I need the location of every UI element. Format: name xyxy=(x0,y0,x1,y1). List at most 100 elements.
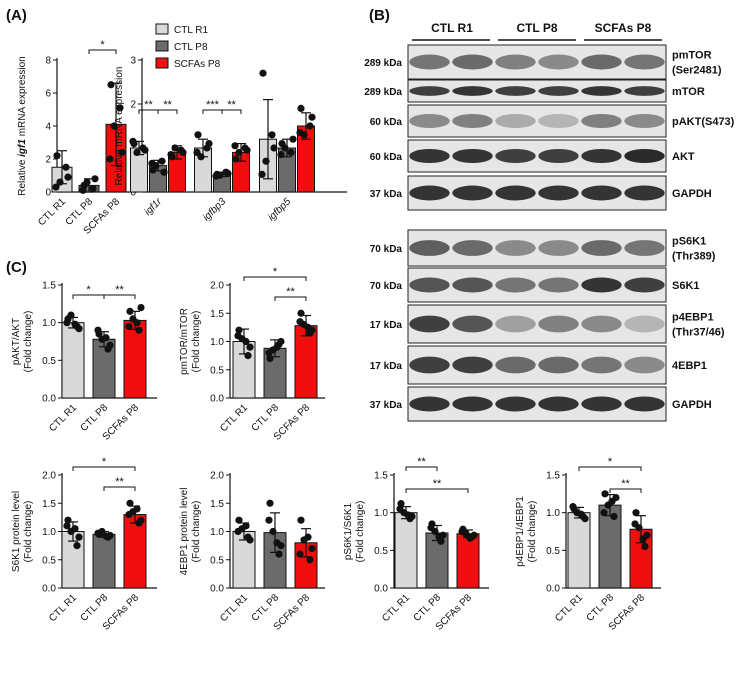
data-point xyxy=(63,522,71,530)
y-tick-label: 0.5 xyxy=(42,555,56,566)
blot-membrane xyxy=(407,267,667,303)
blot-protein-label: p4EBP1 xyxy=(672,312,714,324)
data-point xyxy=(79,186,87,194)
y-axis-label-part: mRNA expression xyxy=(17,56,28,139)
data-point xyxy=(126,307,134,315)
bar xyxy=(61,322,85,399)
y-axis-label: S6K1 protein level xyxy=(11,491,22,572)
data-point xyxy=(244,352,252,360)
data-point xyxy=(296,129,304,137)
data-point xyxy=(94,326,102,334)
data-point xyxy=(569,503,577,511)
y-tick-label: 3 xyxy=(130,56,136,67)
y-tick-label: 4 xyxy=(45,122,51,133)
chart-a2: 0123Relative mRNA expressionigf1rigfbp3i… xyxy=(114,23,347,223)
data-point xyxy=(296,318,304,326)
blot-band xyxy=(538,396,579,412)
data-point xyxy=(234,332,242,340)
y-axis-label: (Fold change) xyxy=(23,501,34,563)
data-point xyxy=(193,148,201,156)
y-tick-label: 0.0 xyxy=(546,584,560,595)
data-point xyxy=(435,533,443,541)
significance-bracket xyxy=(72,466,136,471)
blot-kda-label: 17 kDa xyxy=(370,361,403,372)
legend-label: CTL P8 xyxy=(174,42,208,53)
blot-kda-label: 60 kDa xyxy=(370,117,403,128)
y-axis-label: pmTOR/mTOR xyxy=(179,308,190,375)
blot-band xyxy=(538,54,579,70)
data-point xyxy=(110,122,118,130)
blot-band xyxy=(624,240,665,256)
blot-band xyxy=(409,113,450,129)
blot-protein-label: S6K1 xyxy=(672,280,700,292)
chart-c6: 0.0 0.5 1.0 1.5 p4EBP1/4EBP1 (Fold change) CTL… xyxy=(515,456,661,633)
data-point xyxy=(277,337,285,346)
data-point xyxy=(601,490,609,498)
blot-membrane xyxy=(407,139,667,173)
data-point xyxy=(600,509,608,517)
data-point xyxy=(125,510,133,519)
data-point xyxy=(608,497,616,505)
blot-kda-label: 70 kDa xyxy=(370,244,403,255)
data-point xyxy=(243,146,251,154)
blot-membrane xyxy=(407,304,667,344)
significance-label: * xyxy=(273,266,278,278)
blot-band xyxy=(495,54,536,70)
data-point xyxy=(91,175,99,183)
y-tick-label: 2.0 xyxy=(210,281,224,292)
bar xyxy=(123,319,147,399)
data-point xyxy=(158,157,166,165)
data-point xyxy=(125,322,133,331)
blot-membrane xyxy=(407,386,667,422)
y-axis-label: pAKT/AKT xyxy=(11,318,22,365)
blot-band xyxy=(495,396,536,412)
bar xyxy=(394,512,418,589)
data-point xyxy=(133,319,141,327)
data-point xyxy=(259,69,267,77)
data-point xyxy=(63,319,71,327)
blot-band xyxy=(538,86,579,96)
data-point xyxy=(107,81,115,89)
data-point xyxy=(137,516,145,524)
x-tick-label: igfbp3 xyxy=(201,196,228,223)
blot-band xyxy=(452,396,493,412)
y-tick-label: 0.0 xyxy=(374,584,388,595)
y-tick-label: 1.0 xyxy=(546,508,560,519)
blot-band xyxy=(495,86,536,96)
panel-label-a: (A) xyxy=(6,7,27,24)
blot-row: 37 kDa GAPDH xyxy=(370,175,712,211)
data-point xyxy=(266,499,274,507)
blot-band xyxy=(452,315,493,333)
data-point xyxy=(52,183,60,191)
data-point xyxy=(275,550,283,558)
significance-bracket xyxy=(221,109,242,114)
data-point xyxy=(102,532,110,540)
data-point xyxy=(129,137,137,145)
blot-band xyxy=(452,240,493,256)
blot-band xyxy=(538,356,579,374)
blot-band xyxy=(624,396,665,412)
y-axis-label: p4EBP1/4EBP1 xyxy=(515,496,526,567)
data-point xyxy=(427,524,435,532)
data-point xyxy=(246,536,254,544)
blot-protein-label: pAKT(S473) xyxy=(672,116,735,128)
significance-label: ** xyxy=(115,284,124,296)
blot-row: 289 kDa mTOR xyxy=(364,79,705,103)
blot-protein-label: AKT xyxy=(672,151,695,163)
blot-band xyxy=(624,185,665,201)
significance-bracket xyxy=(103,294,136,299)
y-tick-label: 6 xyxy=(45,89,51,100)
blot-band xyxy=(581,315,622,333)
data-point xyxy=(262,157,270,165)
legend-swatch xyxy=(155,57,169,69)
blot-band xyxy=(452,356,493,374)
significance-bracket xyxy=(157,109,178,114)
blot-band xyxy=(452,113,493,129)
data-point xyxy=(297,516,305,524)
blot-membrane xyxy=(407,79,667,103)
significance-label: * xyxy=(102,456,107,468)
blot-kda-label: 17 kDa xyxy=(370,320,403,331)
y-tick-label: 1.5 xyxy=(210,309,224,320)
legend-label: CTL R1 xyxy=(174,25,209,36)
